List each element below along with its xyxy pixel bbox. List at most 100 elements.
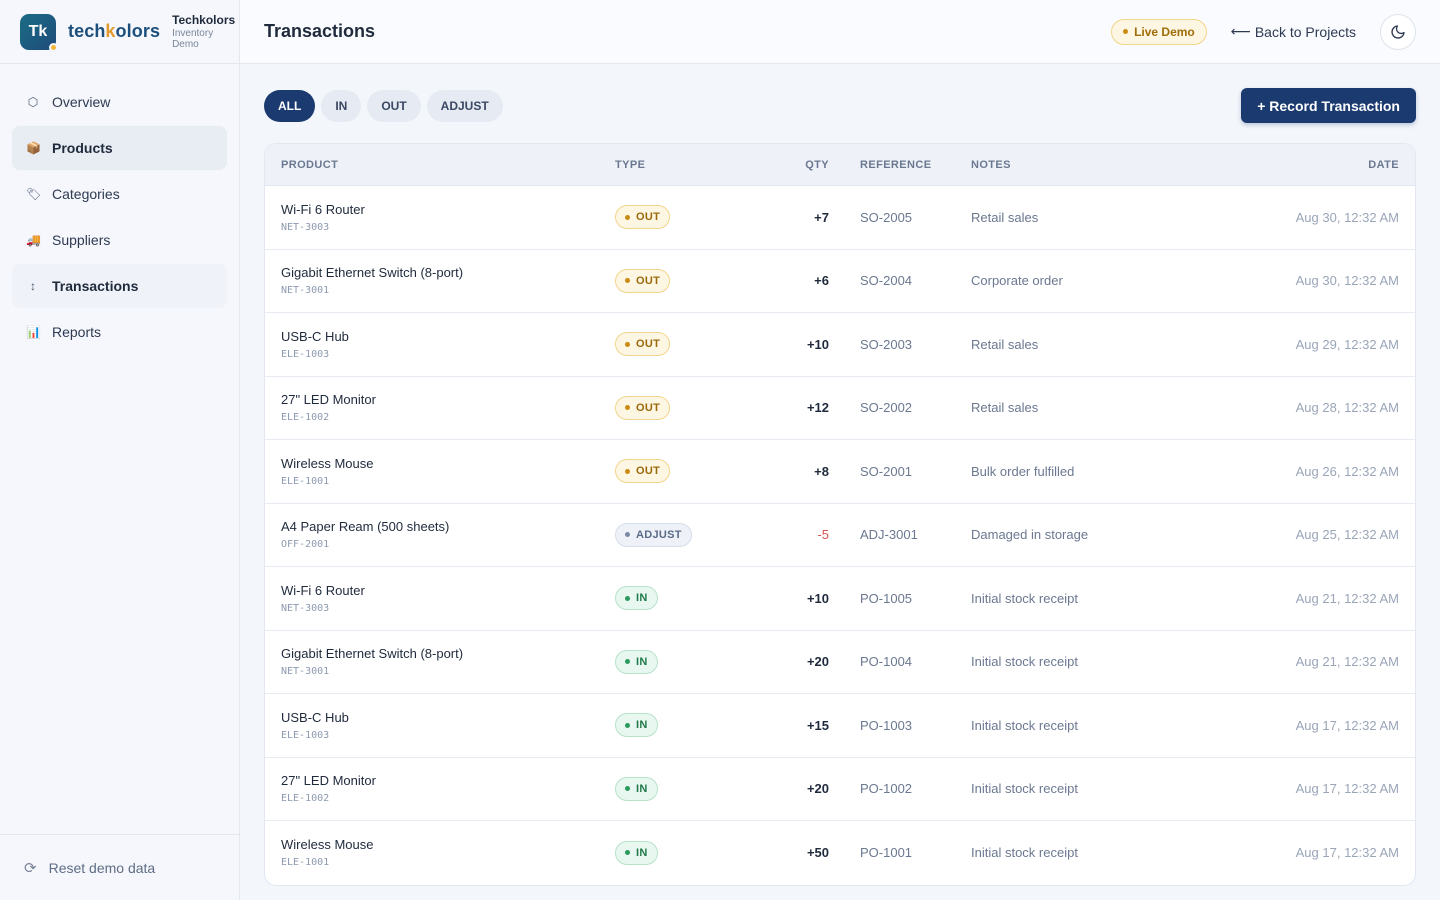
date-cell: Aug 25, 12:32 AM xyxy=(1295,527,1399,543)
page-title: Transactions xyxy=(264,21,376,41)
date-cell: Aug 26, 12:32 AM xyxy=(1295,463,1399,479)
product-cell: Wireless Mouse ELE-1001 xyxy=(265,837,615,868)
qty-cell: +7 xyxy=(814,209,829,225)
type-label: IN xyxy=(636,592,648,605)
sidebar-item-reports[interactable]: 📊 Reports xyxy=(12,310,227,354)
top-header: Transactions Live Demo ⟵ Back to Project… xyxy=(240,0,1440,64)
dot-icon xyxy=(625,659,630,665)
dot-icon xyxy=(625,786,630,792)
product-name: Wi-Fi 6 Router xyxy=(281,582,365,598)
brand-subtitle: Demo xyxy=(172,38,199,50)
product-cell: USB-C Hub ELE-1003 xyxy=(265,329,615,360)
type-badge: OUT xyxy=(615,205,671,230)
type-cell: OUT xyxy=(615,268,755,293)
product-sku: ELE-1003 xyxy=(281,729,330,741)
table-header: PRODUCT TYPE QTY REFERENCE NOTES DATE xyxy=(265,144,1415,186)
brand-meta: Techkolors Inventory Demo xyxy=(172,14,235,50)
type-cell: IN xyxy=(615,649,755,674)
table-body: Wi-Fi 6 Router NET-3003 OUT +7 SO-2005 Retail… xyxy=(265,186,1415,885)
reference-cell: ADJ-3001 xyxy=(860,527,918,543)
qty-cell: +20 xyxy=(806,781,829,797)
product-cell: Gigabit Ethernet Switch (8-port) NET-3001 xyxy=(265,646,615,677)
date-cell: Aug 30, 12:32 AM xyxy=(1295,209,1399,225)
filter-all[interactable]: ALL xyxy=(264,89,316,122)
type-cell: OUT xyxy=(615,459,755,484)
column-header-notes[interactable]: NOTES xyxy=(971,158,1011,171)
reset-demo-button[interactable]: ⟳ Reset demo data xyxy=(0,834,239,900)
column-header-qty[interactable]: QTY xyxy=(805,158,829,171)
arrow-left-icon: ⟵ xyxy=(1230,23,1251,39)
sidebar-item-categories[interactable]: 🏷 Categories xyxy=(12,172,227,216)
notes-cell: Initial stock receipt xyxy=(971,781,1078,797)
live-demo-badge: Live Demo xyxy=(1111,18,1207,45)
dot-icon xyxy=(625,214,630,220)
column-header-type[interactable]: TYPE xyxy=(615,158,646,171)
table-row[interactable]: USB-C Hub ELE-1003 IN +15 PO-1003 Initial sto… xyxy=(265,694,1415,758)
product-cell: Wi-Fi 6 Router NET-3003 xyxy=(265,583,615,614)
sidebar-item-label: Transactions xyxy=(52,278,139,294)
table-row[interactable]: 27" LED Monitor ELE-1002 OUT +12 SO-2002 Reta… xyxy=(265,377,1415,440)
column-header-date[interactable]: DATE xyxy=(1368,158,1399,171)
bar-chart-icon: 📊 xyxy=(26,325,41,339)
table-row[interactable]: Wireless Mouse ELE-1001 IN +50 PO-1001 Initia… xyxy=(265,821,1415,885)
table-row[interactable]: Wireless Mouse ELE-1001 OUT +8 SO-2001 Bulk o… xyxy=(265,440,1415,504)
brand[interactable]: Tk techkolors Techkolors Inventory Demo xyxy=(0,0,239,64)
product-sku: ELE-1001 xyxy=(281,475,330,487)
live-demo-label: Live Demo xyxy=(1134,24,1195,39)
column-header-product[interactable]: PRODUCT xyxy=(281,158,339,171)
product-sku: NET-3001 xyxy=(281,285,330,297)
sidebar-item-suppliers[interactable]: 🚚 Suppliers xyxy=(12,218,227,262)
type-cell: OUT xyxy=(615,332,755,357)
type-badge: OUT xyxy=(615,459,671,484)
product-sku: NET-3003 xyxy=(281,602,330,614)
product-sku: ELE-1002 xyxy=(281,793,330,805)
sidebar-item-overview[interactable]: ⬡ Overview xyxy=(12,80,227,124)
qty-cell: +6 xyxy=(814,273,829,289)
qty-cell: +15 xyxy=(806,717,829,733)
type-label: IN xyxy=(636,719,648,732)
dot-icon xyxy=(625,278,630,284)
product-name: Wireless Mouse xyxy=(281,837,374,853)
dot-icon xyxy=(625,850,630,856)
back-to-projects-link[interactable]: ⟵ Back to Projects xyxy=(1231,23,1356,40)
sidebar-item-label: Overview xyxy=(52,94,111,110)
dot-icon xyxy=(625,468,630,474)
filter-in[interactable]: IN xyxy=(321,89,362,122)
column-header-reference[interactable]: REFERENCE xyxy=(860,158,932,171)
product-name: USB-C Hub xyxy=(281,709,349,725)
type-cell: IN xyxy=(615,586,755,611)
date-cell: Aug 17, 12:32 AM xyxy=(1295,845,1399,861)
product-cell: 27" LED Monitor ELE-1002 xyxy=(265,773,615,804)
theme-toggle-button[interactable] xyxy=(1380,13,1416,50)
table-row[interactable]: Gigabit Ethernet Switch (8-port) NET-3001… xyxy=(265,250,1415,313)
product-sku: NET-3001 xyxy=(281,666,330,678)
filter-out[interactable]: OUT xyxy=(367,89,421,122)
record-transaction-button[interactable]: + Record Transaction xyxy=(1241,88,1416,123)
package-icon: 📦 xyxy=(26,141,41,155)
filter-adjust[interactable]: ADJUST xyxy=(426,89,503,122)
date-cell: Aug 28, 12:32 AM xyxy=(1295,400,1399,416)
type-label: OUT xyxy=(636,274,661,287)
reference-cell: PO-1003 xyxy=(860,717,913,733)
table-row[interactable]: Wi-Fi 6 Router NET-3003 IN +10 PO-1005 Initia… xyxy=(265,567,1415,631)
date-cell: Aug 17, 12:32 AM xyxy=(1295,717,1399,733)
sidebar-item-transactions[interactable]: ↕ Transactions xyxy=(12,264,227,308)
type-label: ADJUST xyxy=(636,528,682,541)
table-row[interactable]: A4 Paper Ream (500 sheets) OFF-2001 ADJUST… xyxy=(265,504,1415,567)
reference-cell: PO-1002 xyxy=(860,781,913,797)
type-label: OUT xyxy=(636,211,661,224)
table-row[interactable]: USB-C Hub ELE-1003 OUT +10 SO-2003 Retail sal… xyxy=(265,313,1415,377)
notes-cell: Retail sales xyxy=(971,400,1039,416)
header-actions: Live Demo ⟵ Back to Projects xyxy=(1111,13,1416,50)
table-row[interactable]: Wi-Fi 6 Router NET-3003 OUT +7 SO-2005 Retail… xyxy=(265,186,1415,250)
dot-icon xyxy=(625,341,630,347)
type-cell: IN xyxy=(615,776,755,801)
brand-word-part: tech xyxy=(68,21,106,41)
product-name: Gigabit Ethernet Switch (8-port) xyxy=(281,646,464,662)
table-row[interactable]: Gigabit Ethernet Switch (8-port) NET-3001… xyxy=(265,631,1415,694)
product-name: Wi-Fi 6 Router xyxy=(281,201,365,217)
table-row[interactable]: 27" LED Monitor ELE-1002 IN +20 PO-1002 Initi… xyxy=(265,758,1415,821)
product-cell: Wi-Fi 6 Router NET-3003 xyxy=(265,202,615,233)
sidebar-nav: ⬡ Overview 📦 Products 🏷 Categories 🚚 Sup… xyxy=(0,64,239,372)
sidebar-item-products[interactable]: 📦 Products xyxy=(12,126,227,170)
